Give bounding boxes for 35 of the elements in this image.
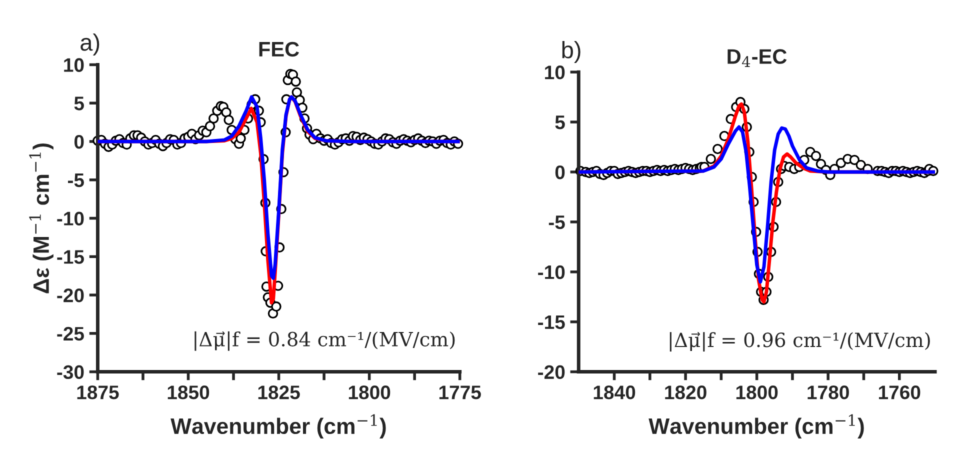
y-tick-label: 0: [555, 165, 565, 180]
chart-title: FEC: [259, 42, 300, 57]
y-tick-label: 5: [555, 116, 565, 130]
x-tick-label: 1875: [77, 386, 119, 400]
x-tick-label: 1840: [594, 386, 636, 400]
x-tick-label: 1820: [665, 386, 706, 400]
y-axis-title: Δε (M$^{−1}$ cm$^{−1}$): [29, 144, 54, 294]
y-tick-label: 10: [545, 66, 565, 80]
x-tick-label: 1775: [439, 386, 481, 400]
x-tick-label: 1760: [878, 386, 920, 400]
y-tick-label: 10: [64, 58, 84, 72]
x-tick-label: 1825: [258, 386, 300, 400]
x-tick-label: 1780: [808, 386, 849, 400]
chart-title: D$_{4}$-EC: [728, 49, 787, 67]
text: b): [562, 41, 580, 64]
annotation: |Δμ⃗|f = 0.96 cm⁻¹/(MV/cm): [670, 332, 930, 352]
text: a): [80, 33, 100, 56]
y-tick-label: 0: [74, 134, 84, 149]
y-tick-label: -5: [548, 216, 565, 230]
y-tick-label: -15: [538, 316, 565, 330]
annotation: |Δμ⃗|f = 0.84 cm⁻¹/(MV/cm): [194, 331, 455, 351]
x-axis-title: Wavenumber (cm$^{−1}$): [648, 414, 864, 438]
y-tick-label: -5: [68, 174, 84, 188]
x-tick-label: 1850: [168, 386, 210, 400]
y-tick-label: -20: [57, 288, 84, 302]
y-tick-label: -15: [57, 250, 84, 264]
x-axis-title: Wavenumber (cm$^{−1}$): [170, 414, 386, 438]
y-tick-label: -30: [57, 365, 84, 380]
y-tick-label: -25: [57, 326, 84, 341]
y-tick-label: -20: [538, 365, 565, 380]
y-tick-label: -10: [57, 212, 84, 226]
x-tick-label: 1800: [736, 386, 778, 400]
x-tick-label: 1800: [348, 386, 390, 400]
y-tick-label: -10: [538, 265, 565, 280]
y-tick-label: 5: [74, 96, 84, 110]
